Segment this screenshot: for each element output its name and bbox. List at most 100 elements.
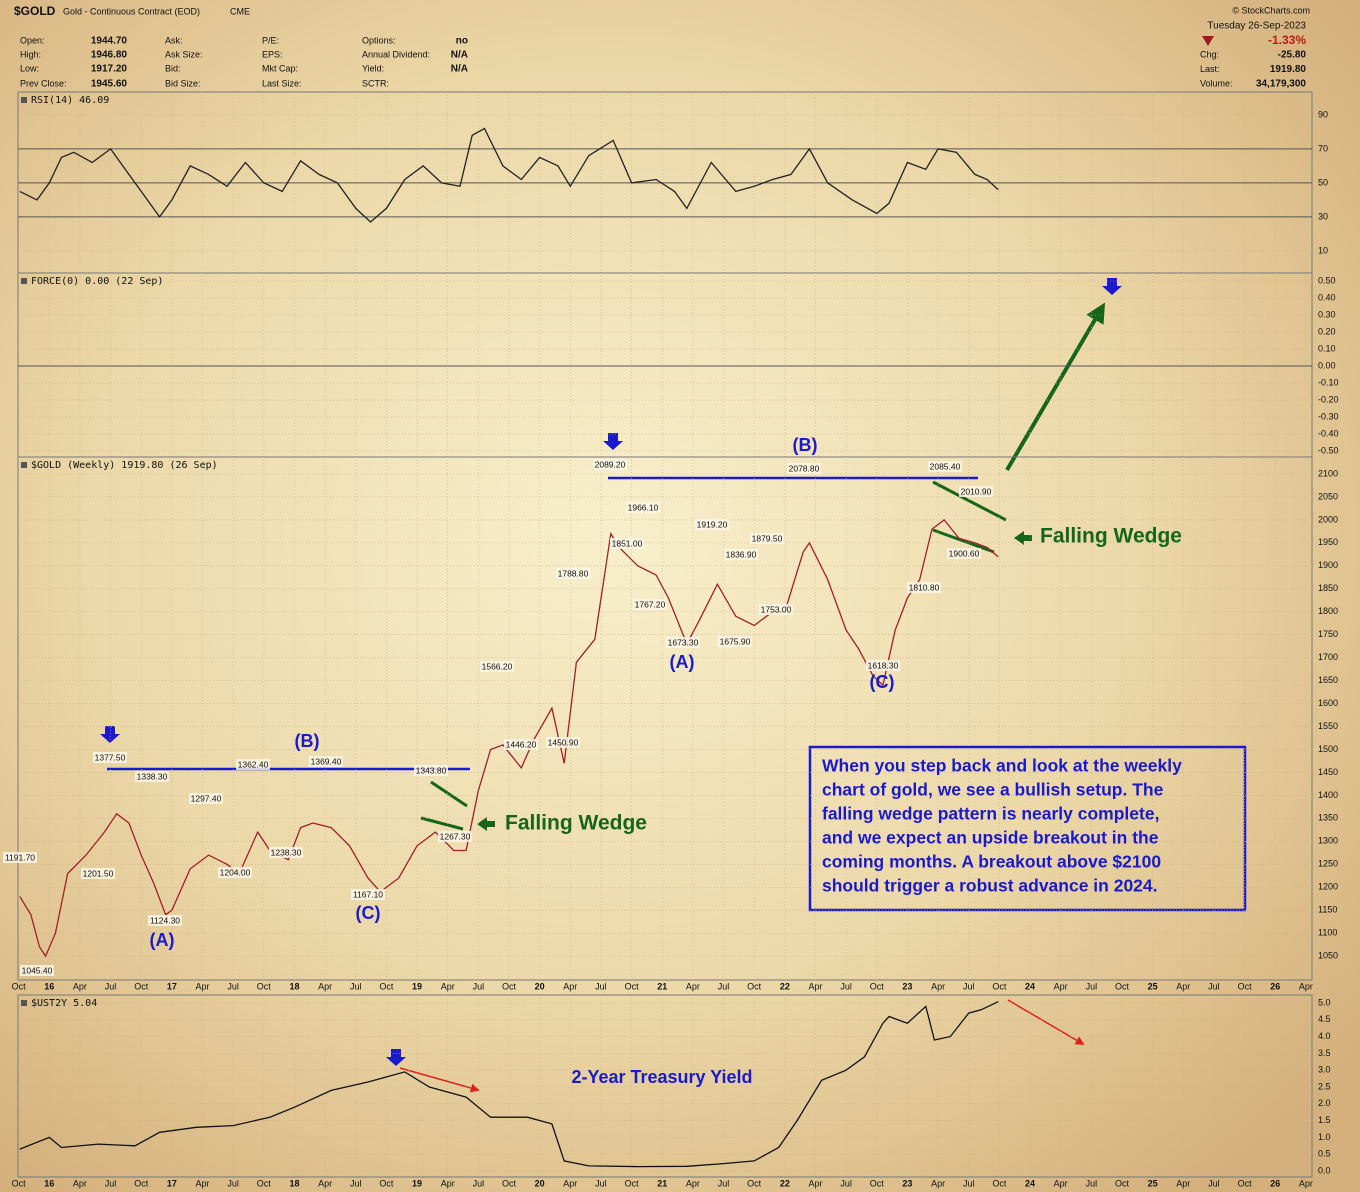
x-tick-label: Oct	[257, 981, 272, 991]
x-tick-label: Apr	[563, 1178, 577, 1188]
price-label-bg	[414, 765, 448, 776]
y-tick-label: 1800	[1318, 606, 1338, 616]
price-label-bg	[633, 599, 667, 610]
x-tick-label: Oct	[379, 981, 394, 991]
y-tick-label: 1.0	[1318, 1132, 1331, 1142]
wedge-line	[932, 528, 995, 554]
price-label: 1788.80	[558, 568, 589, 578]
x-tick-label: 20	[535, 981, 545, 991]
x-tick-label: Oct	[502, 1178, 517, 1188]
y-tick-label: 1050	[1318, 950, 1338, 960]
price-label: 1753.00	[761, 604, 792, 614]
x-tick-label: Apr	[563, 981, 577, 991]
y-tick-label: 2000	[1318, 514, 1338, 524]
price-label: 1879.50	[752, 533, 783, 543]
price-label: 1450.90	[548, 737, 579, 747]
x-tick-label: 19	[412, 1178, 422, 1188]
x-tick-label: Oct	[625, 981, 640, 991]
field-label: High:	[20, 49, 41, 59]
x-tick-label: Oct	[1238, 981, 1253, 991]
y-tick-label: 0.20	[1318, 326, 1336, 336]
change-pct: -1.33%	[1268, 33, 1306, 47]
y-tick-label: 0.00	[1318, 360, 1336, 370]
x-tick-label: Apr	[808, 981, 822, 991]
price-label: 1377.50	[95, 752, 126, 762]
pattern-label: Falling Wedge	[1040, 525, 1182, 548]
price-label-bg	[787, 463, 821, 474]
y-tick-label: 10	[1318, 245, 1328, 255]
price-label-bg	[309, 756, 343, 767]
x-tick-label: Apr	[808, 1178, 822, 1188]
y-tick-label: 0.5	[1318, 1149, 1331, 1159]
field-label: Volume:	[1200, 78, 1233, 88]
field-label: Ask:	[165, 35, 183, 45]
field-label: EPS:	[262, 49, 283, 59]
price-label-bg	[93, 752, 127, 763]
x-tick-label: Jul	[227, 1178, 239, 1188]
price-label-bg	[907, 582, 941, 593]
x-tick-label: Apr	[931, 981, 945, 991]
y-tick-label: 1650	[1318, 675, 1338, 685]
x-tick-label: Jul	[718, 1178, 730, 1188]
y-tick-label: -0.50	[1318, 445, 1339, 455]
x-tick-label: 18	[289, 1178, 299, 1188]
price-label-bg	[928, 461, 962, 472]
x-tick-label: Apr	[73, 1178, 87, 1188]
panel-title: $GOLD (Weekly) 1919.80 (26 Sep)	[31, 460, 218, 471]
price-label-bg	[351, 889, 385, 900]
annotations	[100, 278, 1247, 1093]
price-label-bg	[750, 533, 784, 544]
x-tick-label: Jul	[227, 981, 239, 991]
y-tick-label: 1350	[1318, 813, 1338, 823]
y-tick-label: 0.0	[1318, 1165, 1331, 1175]
field-value: 34,179,300	[1256, 79, 1306, 90]
price-label-bg	[218, 867, 252, 878]
field-label: Open:	[20, 35, 45, 45]
x-tick-label: Jul	[1208, 981, 1220, 991]
x-tick-label: 20	[535, 1178, 545, 1188]
y-tick-label: 90	[1318, 109, 1328, 119]
x-tick-label: Apr	[1054, 1178, 1068, 1188]
y-tick-label: 3.5	[1318, 1048, 1331, 1058]
x-tick-label: Jul	[595, 1178, 607, 1188]
x-tick-label: 21	[657, 981, 667, 991]
x-tick-label: Jul	[473, 1178, 485, 1188]
y-tick-label: 2.5	[1318, 1081, 1331, 1091]
field-value: 1946.80	[91, 50, 128, 61]
y-tick-label: 1250	[1318, 859, 1338, 869]
x-tick-label: 21	[657, 1178, 667, 1188]
price-line	[19, 519, 999, 958]
price-label: 1297.40	[191, 793, 222, 803]
price-label-bg	[504, 739, 538, 750]
x-tick-label: Apr	[195, 1178, 209, 1188]
top-marker	[100, 726, 120, 743]
x-tick-label: Oct	[870, 1178, 885, 1188]
x-tick-label: Jul	[840, 981, 852, 991]
title-icon	[21, 278, 27, 284]
field-label: Low:	[20, 63, 39, 73]
copyright: © StockCharts.com	[1232, 5, 1310, 15]
y-tick-label: 0.30	[1318, 309, 1336, 319]
x-tick-label: 19	[412, 981, 422, 991]
y-tick-label: -0.10	[1318, 377, 1339, 387]
x-tick-label: Oct	[134, 981, 149, 991]
field-label: Bid Size:	[165, 78, 201, 88]
x-tick-label: Apr	[1176, 981, 1190, 991]
x-tick-label: 16	[44, 1178, 54, 1188]
title-icon	[21, 462, 27, 468]
x-tick-label: Oct	[747, 981, 762, 991]
x-tick-label: Oct	[992, 981, 1007, 991]
y-tick-label: 1500	[1318, 744, 1338, 754]
price-label: 1900.60	[949, 548, 980, 558]
x-tick-label: Jul	[718, 981, 730, 991]
x-tick-label: 24	[1025, 981, 1035, 991]
x-tick-label: Jul	[350, 1178, 362, 1188]
x-tick-label: Oct	[992, 1178, 1007, 1188]
field-value: no	[456, 36, 468, 47]
price-label-bg	[759, 604, 793, 615]
price-label-bg	[189, 793, 223, 804]
x-tick-label: Jul	[105, 1178, 117, 1188]
price-label-bg	[695, 519, 729, 530]
x-tick-label: 24	[1025, 1178, 1035, 1188]
